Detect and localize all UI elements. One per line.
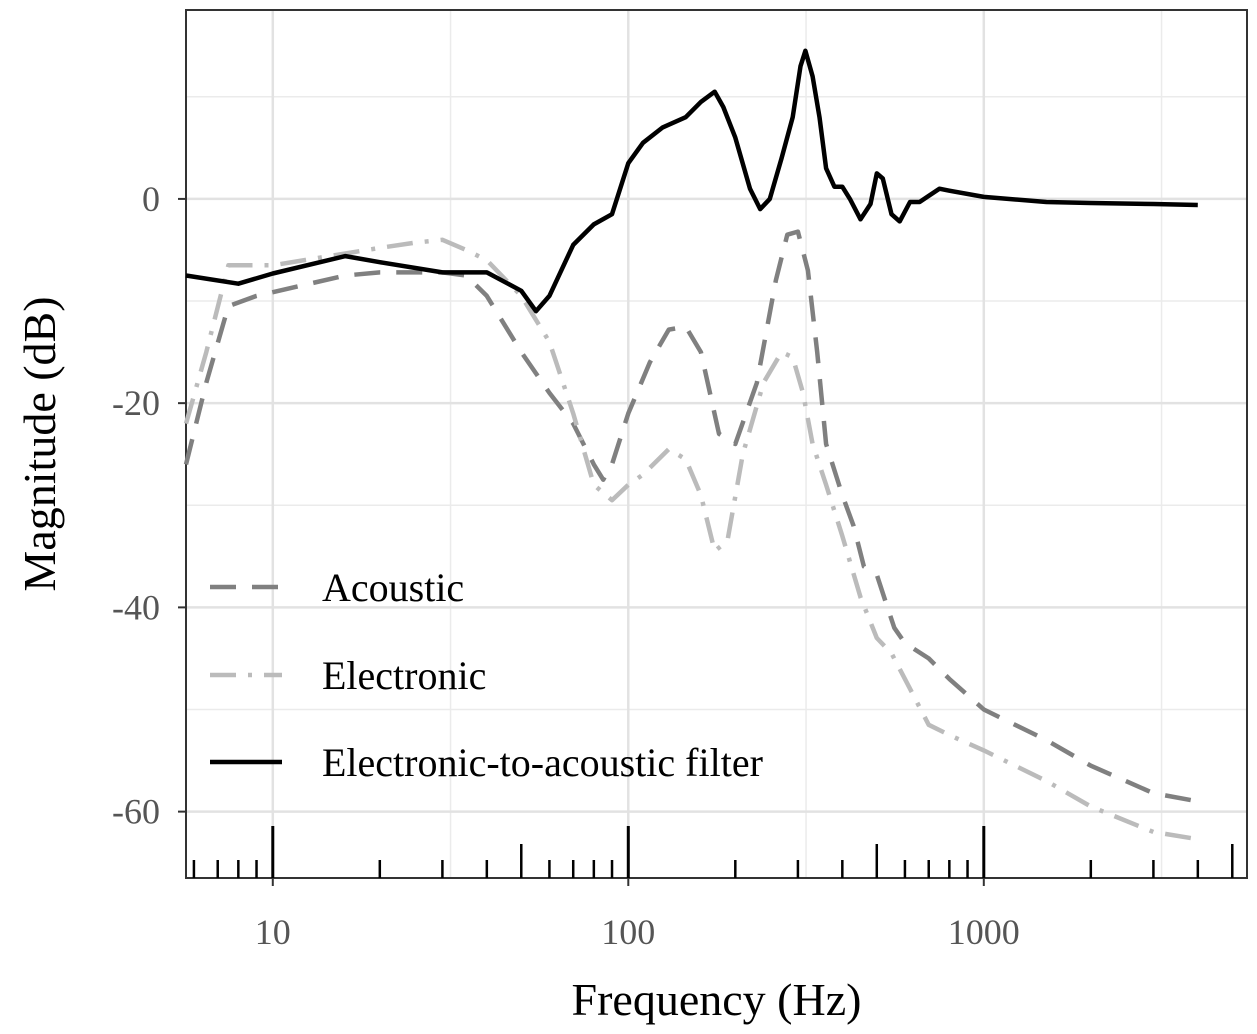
x-axis-title: Frequency (Hz) (572, 974, 862, 1025)
y-tick-label: -40 (112, 587, 160, 627)
series-line-0 (183, 229, 1199, 804)
y-tick-label: -60 (112, 792, 160, 832)
y-tick-label: -20 (112, 383, 160, 423)
series-line-2 (185, 48, 1198, 314)
y-axis-title: Magnitude (dB) (14, 296, 65, 591)
x-axis: 10 100 1000 (255, 878, 1020, 952)
series-lines (183, 48, 1199, 842)
legend: Acoustic Electronic Electronic-to-acoustic… (210, 565, 763, 785)
legend-label-2: Electronic-to-acoustic filter (322, 740, 763, 785)
x-tick-label: 100 (601, 912, 655, 952)
x-tick-label: 1000 (948, 912, 1020, 952)
frequency-rug-ticks (192, 826, 1234, 878)
plot-panel-border (185, 9, 1248, 879)
x-tick-label: 10 (255, 912, 291, 952)
y-axis: 0 -20 -40 -60 (112, 179, 186, 832)
legend-label-0: Acoustic (322, 565, 464, 610)
major-gridlines (186, 10, 1247, 878)
legend-label-1: Electronic (322, 653, 486, 698)
y-tick-label: 0 (142, 179, 160, 219)
